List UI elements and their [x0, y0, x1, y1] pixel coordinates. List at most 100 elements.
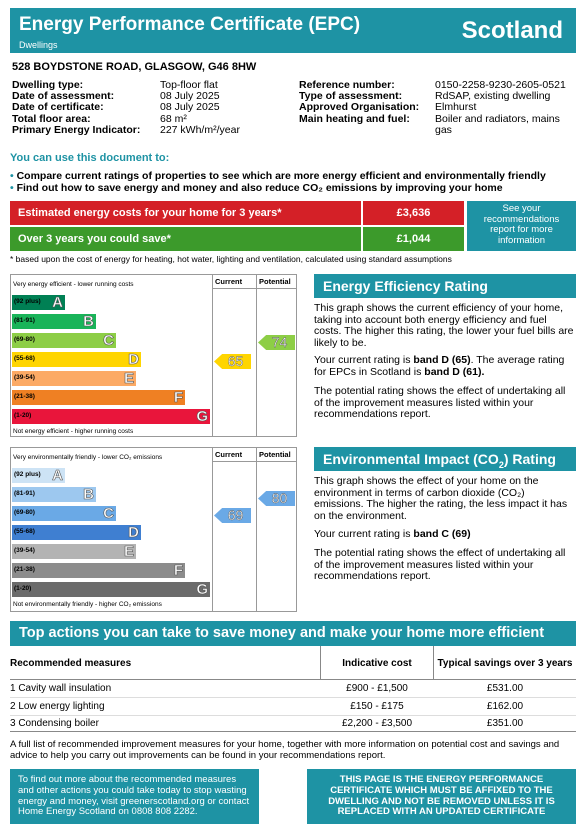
actions-table: Recommended measures Indicative cost Typ… — [10, 646, 576, 732]
eer-p2-c: . The average rating for EPCs in Scotlan… — [314, 354, 565, 378]
eir-current-band: band C (69) — [413, 528, 471, 540]
measure-1-savings: £531.00 — [486, 683, 524, 694]
efficiency-band-range: (55-68) — [14, 355, 35, 362]
impact-band-b: (81-91) B — [12, 486, 96, 504]
property-address: 528 BOYDSTONE ROAD, GLASGOW, G46 8HW — [12, 61, 257, 73]
assessment-type-value: RdSAP, existing dwelling — [435, 90, 551, 103]
primary-energy-value: 227 kWh/m²/year — [160, 123, 240, 136]
heating-fuel-value: Boiler and radiators, mains — [435, 112, 560, 125]
impact-band-g: (1-20) G — [12, 581, 210, 599]
efficiency-potential-rating-arrow: 74 — [258, 335, 295, 350]
bullet-2-text: Find out how to save energy and money an… — [16, 182, 503, 194]
measure-1-name: 1 Cavity wall insulation — [10, 683, 112, 694]
eer-average-band: band D (61). — [424, 365, 485, 378]
impact-band-range: (21-38) — [14, 566, 35, 573]
efficiency-band-d: (55-68) D — [12, 351, 141, 368]
measure-1-cost: £900 - £1,500 — [346, 683, 408, 694]
efficiency-band-range: (21-38) — [14, 393, 35, 400]
impact-current-rating-arrow: 69 — [214, 508, 251, 523]
measure-2-savings: £162.00 — [486, 701, 524, 712]
floor-area-label: Total floor area: — [12, 112, 91, 125]
efficiency-band-range: (92 plus) — [14, 298, 41, 305]
actions-note: A full list of recommended improvement m… — [10, 739, 560, 761]
footer-info-box: To find out more about the recommended m… — [10, 769, 259, 824]
see-recommendations-note: See your recommendations report for more… — [467, 201, 576, 251]
measure-3-savings: £351.00 — [486, 718, 524, 729]
impact-band-range: (81-91) — [14, 490, 35, 497]
assessment-type-label: Type of assessment: — [299, 90, 403, 103]
impact-bottom-label: Not environmentally friendly - higher CO… — [13, 601, 162, 608]
efficiency-current-rating-arrow: 65 — [214, 354, 251, 369]
bullet-2: • Find out how to save energy and money … — [10, 182, 503, 194]
efficiency-graph: Current Potential Very energy efficient … — [10, 274, 297, 437]
eir-title-a: Environmental Impact (CO — [323, 451, 499, 467]
efficiency-band-letter: A — [52, 294, 63, 312]
bullet-1: • Compare current ratings of properties … — [10, 170, 546, 182]
savings-header: Typical savings over 3 years — [437, 658, 573, 669]
costs-footnote: * based upon the cost of energy for heat… — [10, 254, 452, 264]
reference-number-label: Reference number: — [299, 79, 395, 91]
impact-band-letter: B — [83, 486, 94, 504]
efficiency-bottom-label: Not energy efficient - higher running co… — [13, 428, 134, 435]
eir-paragraph-2: Your current rating is band C (69) — [314, 528, 576, 541]
reference-number-value: 0150-2258-9230-2605-0521 — [435, 79, 566, 91]
use-heading: You can use this document to: — [10, 152, 170, 164]
heating-fuel-label: Main heating and fuel: — [299, 112, 410, 125]
country-label: Scotland — [461, 17, 563, 44]
efficiency-current-header: Current — [215, 277, 243, 286]
efficiency-band-range: (39-54) — [14, 374, 35, 381]
actions-title: Top actions you can take to save money a… — [10, 621, 576, 646]
savings-value: £1,044 — [363, 227, 464, 251]
cost-header: Indicative cost — [342, 658, 412, 669]
measure-3-name: 3 Condensing boiler — [10, 718, 99, 729]
impact-band-range: (92 plus) — [14, 471, 41, 478]
impact-band-c: (69-80) C — [12, 505, 116, 523]
efficiency-potential-header: Potential — [259, 277, 291, 286]
details-left: Dwelling type: Top-floor flat Date of as… — [12, 79, 292, 140]
eir-paragraph-1: This graph shows the effect of your home… — [314, 475, 568, 522]
eir-p2-a: Your current rating is — [314, 528, 414, 540]
measure-3-cost: £2,200 - £3,500 — [341, 718, 413, 729]
impact-band-range: (55-68) — [14, 528, 35, 535]
efficiency-band-c: (69-80) C — [12, 332, 116, 350]
eer-paragraph-1: This graph shows the current efficiency … — [314, 302, 574, 349]
impact-current-header: Current — [215, 450, 243, 459]
certificate-date-value: 08 July 2025 — [160, 101, 220, 114]
efficiency-band-b: (81-91) B — [12, 313, 96, 331]
efficiency-band-letter: B — [83, 313, 94, 331]
floor-area-value: 68 m² — [160, 112, 187, 125]
impact-band-range: (39-54) — [14, 547, 35, 554]
efficiency-band-letter: C — [103, 332, 114, 350]
eer-paragraph-3: The potential rating shows the effect of… — [314, 385, 566, 420]
efficiency-band-f: (21-38) F — [12, 389, 185, 406]
estimated-cost-label: Estimated energy costs for your home for… — [10, 201, 361, 225]
impact-top-label: Very environmentally friendly - lower CO… — [13, 454, 163, 461]
efficiency-band-letter: G — [196, 408, 208, 426]
measure-2-cost: £150 - £175 — [350, 701, 404, 712]
assessment-date-label: Date of assessment: — [12, 90, 115, 103]
impact-band-range: (1-20) — [14, 585, 32, 592]
impact-band-letter: A — [52, 467, 63, 485]
impact-band-letter: F — [173, 562, 184, 580]
efficiency-band-range: (1-20) — [14, 412, 32, 419]
measure-2-name: 2 Low energy lighting — [10, 701, 105, 712]
savings-label: Over 3 years you could save* — [10, 227, 361, 251]
estimated-cost-value: £3,636 — [363, 201, 464, 225]
eer-current-band: band D (65) — [413, 354, 471, 366]
impact-band-range: (69-80) — [14, 509, 35, 516]
impact-potential-rating-arrow: 80 — [258, 491, 295, 506]
efficiency-top-label: Very energy efficient - lower running co… — [13, 281, 134, 288]
impact-band-letter: C — [103, 505, 114, 523]
dwelling-type-label: Dwelling type: — [12, 79, 84, 91]
eir-paragraph-3: The potential rating shows the effect of… — [314, 547, 566, 582]
eir-title-sub: 2 — [498, 459, 504, 470]
bullet-1-text: Compare current ratings of properties to… — [16, 170, 546, 182]
efficiency-band-range: (81-91) — [14, 317, 35, 324]
impact-graph: Current Potential Very environmentally f… — [10, 447, 297, 612]
efficiency-band-range: (69-80) — [14, 336, 35, 343]
eer-paragraph-2: Your current rating is band D (65). The … — [314, 354, 576, 378]
impact-band-letter: G — [196, 581, 208, 599]
eir-title: Environmental Impact (CO2) Rating — [314, 447, 576, 471]
details-right: Reference number: 0150-2258-9230-2605-05… — [299, 79, 579, 140]
impact-band-letter: D — [128, 524, 139, 542]
